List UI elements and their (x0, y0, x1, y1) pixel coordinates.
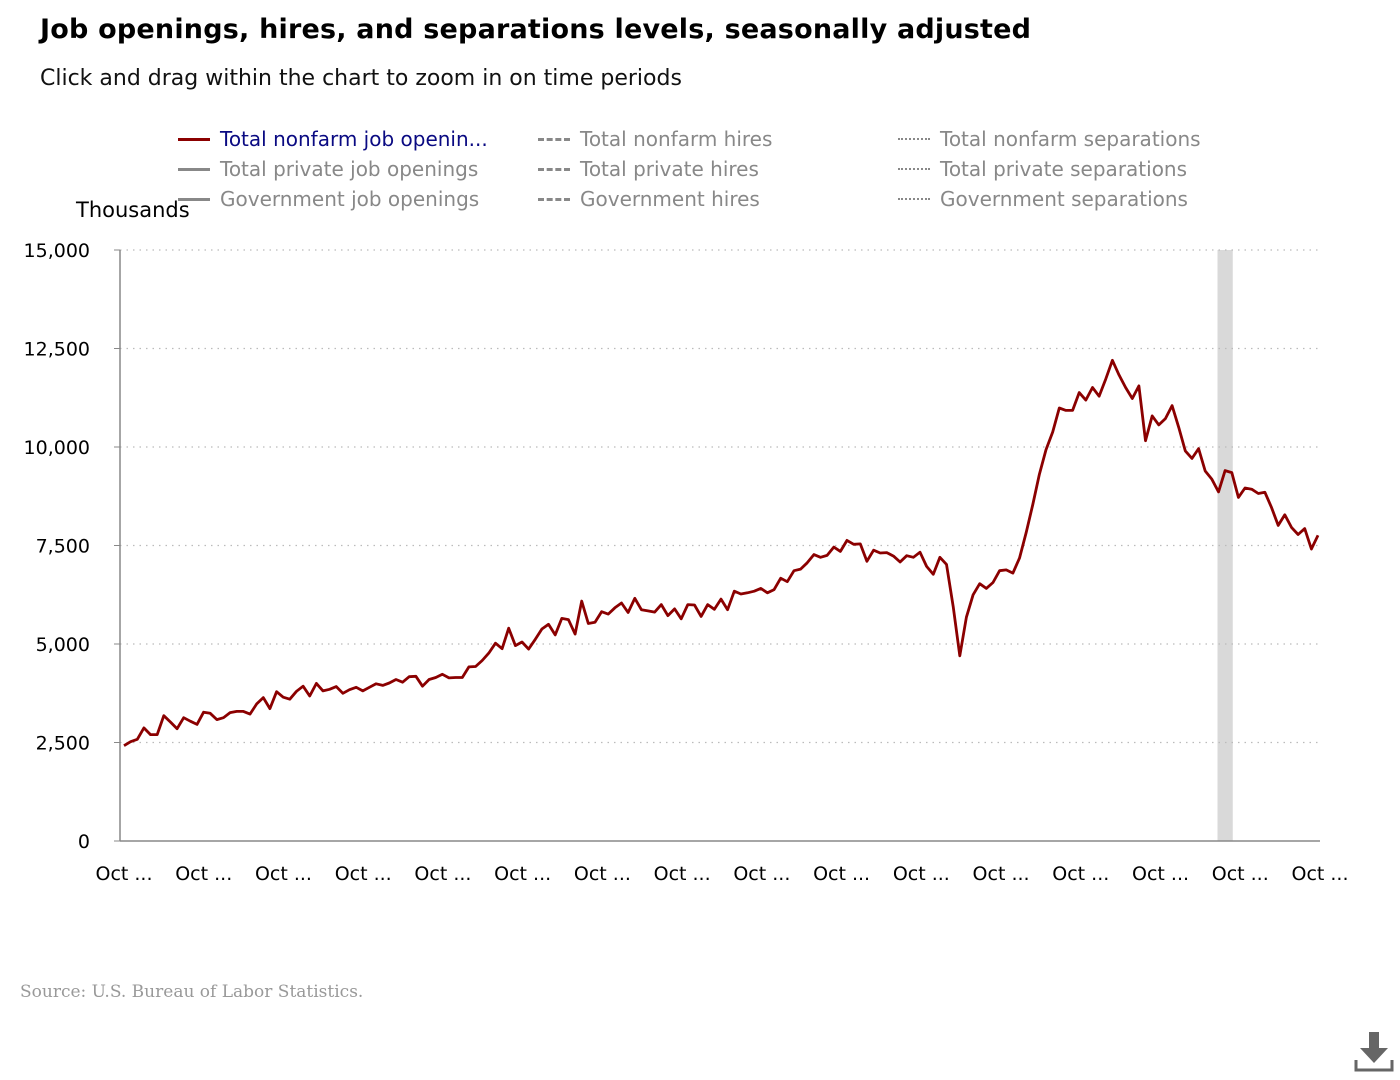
legend-label: Total private job openings (220, 157, 479, 181)
legend-item-government-job-openings[interactable]: Government job openings (178, 184, 479, 214)
y-tick-label: 5,000 (36, 634, 90, 656)
legend-item-total-nonfarm-hires[interactable]: Total nonfarm hires (538, 124, 772, 154)
x-tick-label: Oct ... (414, 863, 471, 885)
series-line-total-nonfarm-job-openings (123, 358, 1320, 747)
x-tick-label: Oct ... (1052, 863, 1109, 885)
x-tick-label: Oct ... (95, 863, 152, 885)
y-tick-label: 2,500 (36, 733, 90, 755)
y-tick-label: 7,500 (36, 536, 90, 558)
legend-swatch (178, 137, 210, 141)
source-note: Source: U.S. Bureau of Labor Statistics. (20, 982, 364, 1002)
legend-swatch (538, 167, 570, 171)
x-tick-label: Oct ... (1212, 863, 1269, 885)
x-tick-label: Oct ... (175, 863, 232, 885)
legend-label: Government job openings (220, 187, 480, 211)
download-icon[interactable] (1352, 1030, 1396, 1074)
legend-label: Government hires (580, 187, 760, 211)
legend-swatch (898, 198, 930, 200)
x-tick-label: Oct ... (1132, 863, 1189, 885)
y-tick-label: 0 (78, 831, 90, 853)
x-tick-label: Oct ... (733, 863, 790, 885)
legend-swatch (898, 168, 930, 170)
chart-subtitle: Click and drag within the chart to zoom … (40, 66, 682, 91)
line-chart-plot-area[interactable]: 0 2,500 5,000 7,500 10,000 12,500 15,000 Oct ..… (0, 230, 1400, 910)
x-tick-label: Oct ... (335, 863, 392, 885)
legend-label: Total nonfarm job openin... (220, 127, 488, 151)
y-axis-unit-label: Thousands (76, 198, 190, 222)
x-tick-label: Oct ... (255, 863, 312, 885)
legend-item-total-private-hires[interactable]: Total private hires (538, 154, 759, 184)
chart-title: Job openings, hires, and separations lev… (40, 14, 1032, 45)
legend-swatch (898, 138, 930, 140)
x-tick-label: Oct ... (654, 863, 711, 885)
legend-label: Government separations (940, 187, 1188, 211)
x-tick-label: Oct ... (973, 863, 1030, 885)
legend-label: Total private separations (940, 157, 1188, 181)
y-tick-label: 10,000 (24, 437, 90, 459)
legend-item-total-private-separations[interactable]: Total private separations (898, 154, 1187, 184)
legend-label: Total private hires (580, 157, 759, 181)
x-tick-label: Oct ... (893, 863, 950, 885)
legend-item-total-nonfarm-separations[interactable]: Total nonfarm separations (898, 124, 1201, 154)
legend-swatch (538, 197, 570, 201)
x-tick-label: Oct ... (813, 863, 870, 885)
x-tick-label: Oct ... (1291, 863, 1348, 885)
legend-label: Total nonfarm separations (940, 127, 1201, 151)
legend-label: Total nonfarm hires (580, 127, 773, 151)
legend-item-government-hires[interactable]: Government hires (538, 184, 760, 214)
y-tick-label: 12,500 (24, 339, 90, 361)
legend-swatch (178, 167, 210, 171)
legend-swatch (538, 137, 570, 141)
x-tick-label: Oct ... (574, 863, 631, 885)
legend-swatch (178, 197, 210, 201)
y-tick-label: 15,000 (24, 240, 90, 262)
x-tick-label: Oct ... (494, 863, 551, 885)
legend-item-total-nonfarm-job-openings[interactable]: Total nonfarm job openin... (178, 124, 488, 154)
legend-item-government-separations[interactable]: Government separations (898, 184, 1188, 214)
legend: Total nonfarm job openin... Total nonfar… (178, 124, 1278, 216)
legend-item-total-private-job-openings[interactable]: Total private job openings (178, 154, 478, 184)
